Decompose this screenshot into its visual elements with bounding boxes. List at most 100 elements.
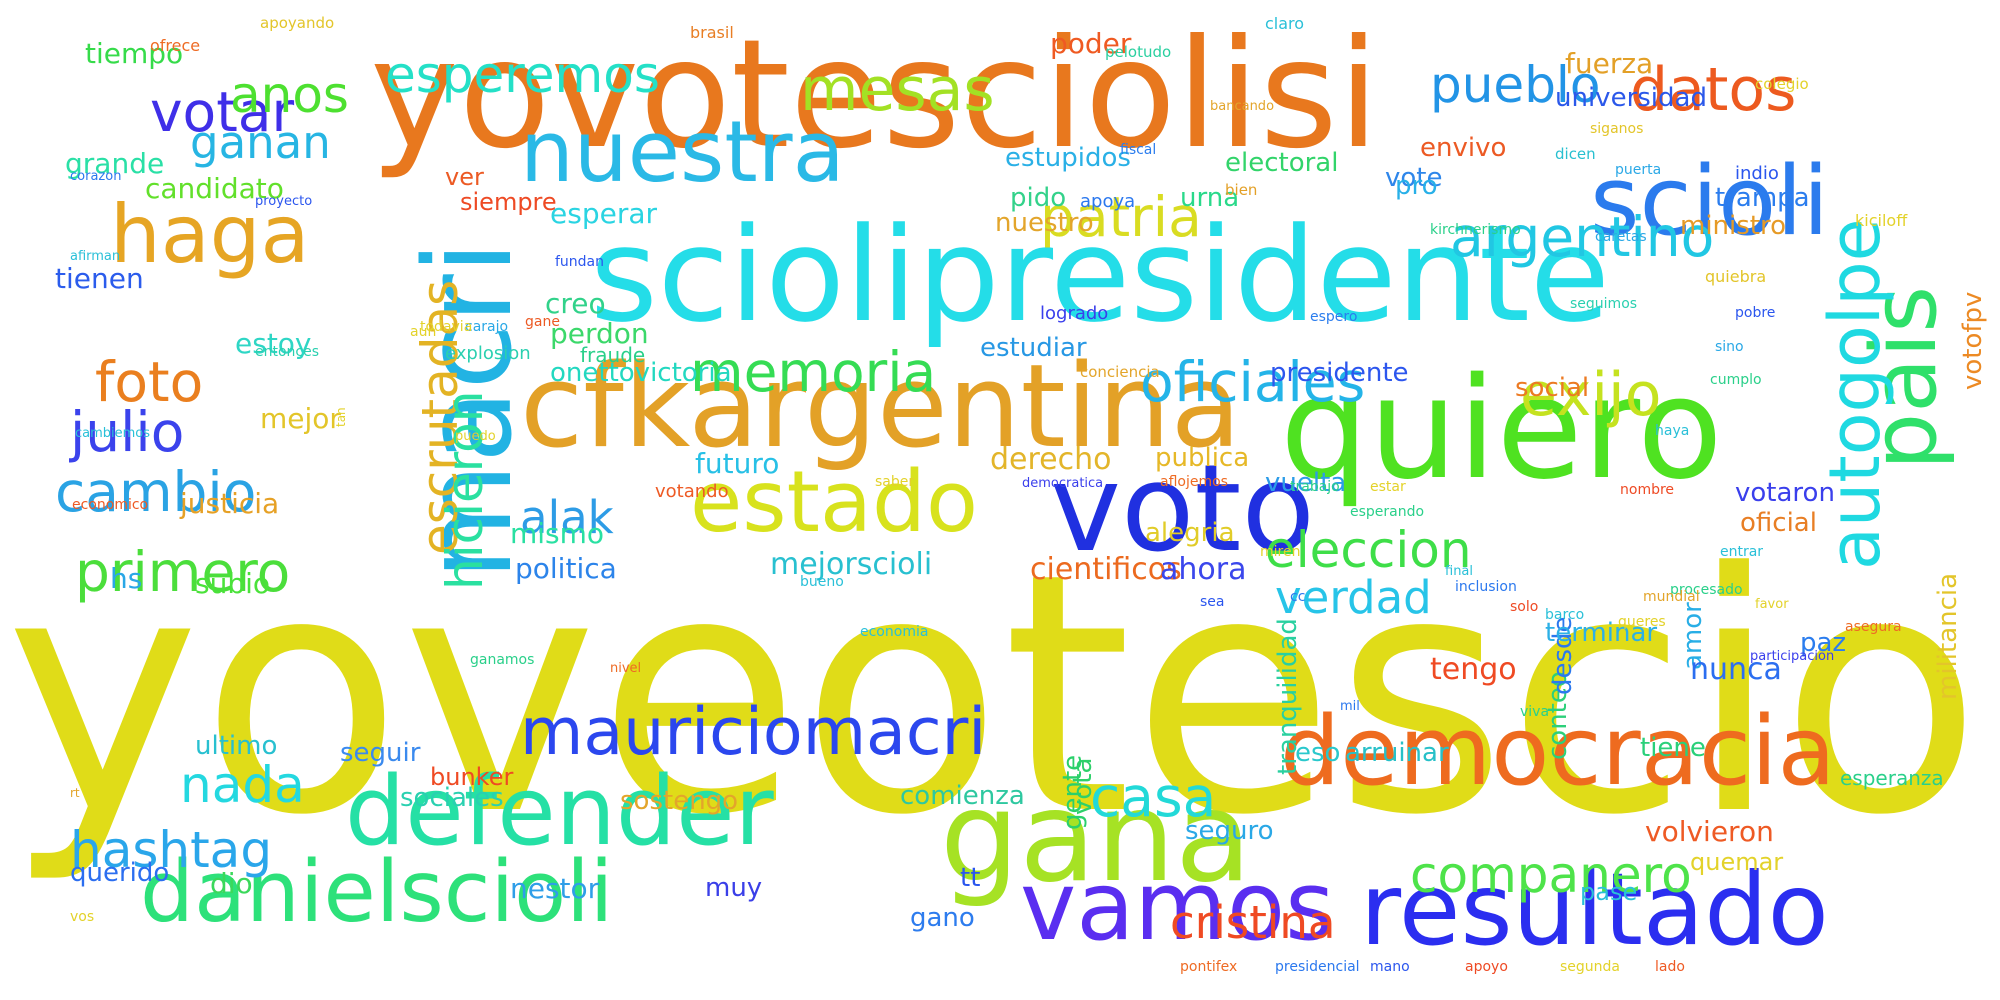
word-eleccion: eleccion: [1265, 521, 1472, 579]
word-dio: dio: [210, 867, 253, 900]
word-fiscal: fiscal: [1120, 142, 1157, 158]
word-bunker: bunker: [430, 763, 514, 791]
word-favor: favor: [1755, 597, 1789, 612]
word-colegio: colegio: [1755, 75, 1809, 93]
word-gano: gano: [910, 903, 975, 933]
word-cambiemos: cambiemos: [75, 426, 151, 441]
word-argentino: argentino: [1450, 205, 1715, 269]
word-patria: patria: [1040, 185, 1202, 249]
word-corazon: corazon: [70, 169, 122, 184]
word-gente: gente: [1058, 754, 1088, 830]
word-urna: urna: [1180, 183, 1240, 213]
word-vos: vos: [70, 909, 95, 925]
word-cientificos: cientificos: [1030, 552, 1182, 587]
word-solo: solo: [1510, 599, 1539, 615]
word-politica: politica: [515, 552, 617, 585]
word-volvieron: volvieron: [1645, 815, 1774, 848]
word-esperemos: esperemos: [385, 46, 660, 104]
word-mundial: mundial: [1643, 589, 1700, 605]
word-esperando: esperando: [1350, 504, 1425, 520]
word-apoya: apoya: [1080, 191, 1136, 212]
word-kiciloff: kiciloff: [1855, 211, 1908, 230]
word-publica: publica: [1155, 443, 1250, 473]
word-estudiar: estudiar: [980, 333, 1087, 363]
word-trabajo: trabajo: [1290, 479, 1340, 495]
word-votaron: votaron: [1735, 478, 1835, 508]
word-democratica: democratica: [1022, 476, 1104, 491]
word-autogolpe: autogolpe: [1814, 218, 1896, 570]
word-mil: mil: [1340, 699, 1360, 714]
word-derecho: derecho: [990, 442, 1112, 477]
word-exijo: exijo: [1520, 360, 1662, 430]
word-democracia: democracia: [1280, 697, 1836, 807]
word-fraude: fraude: [580, 343, 646, 367]
word-electoral: electoral: [1225, 148, 1339, 178]
word-estupidos: estupidos: [1005, 143, 1131, 173]
word-mejor: mejor: [260, 402, 341, 435]
word-memoria: memoria: [690, 340, 937, 404]
word-pase: pase: [1580, 878, 1638, 906]
word-vuelta: vuelta: [1265, 468, 1347, 498]
word-nuestro: nuestro: [995, 208, 1094, 238]
word-social: social: [1515, 373, 1590, 403]
word-futuro: futuro: [695, 447, 780, 480]
word-gane: gane: [525, 314, 560, 330]
word-tan: tan: [334, 407, 348, 427]
word-estado: estado: [690, 453, 978, 552]
word-oficiales: oficiales: [1140, 350, 1366, 414]
word-esperanza: esperanza: [1840, 766, 1944, 790]
word-verdad: verdad: [1275, 571, 1432, 624]
word-estar: estar: [1370, 479, 1406, 495]
word-explosion: explosion: [445, 343, 531, 364]
word-sino: sino: [1715, 339, 1744, 355]
word-mesas: mesas: [800, 55, 995, 125]
word-seguimos: seguimos: [1570, 296, 1638, 312]
word-casa: casa: [1090, 765, 1217, 829]
word-proyecto: proyecto: [255, 194, 313, 209]
word-pueblo: pueblo: [1430, 56, 1601, 114]
word-hashtag: hashtag: [70, 821, 273, 879]
word-vote: vote: [1385, 163, 1443, 193]
word-indio: indio: [1735, 163, 1779, 184]
word-nivel: nivel: [610, 661, 642, 676]
word-vamos: vamos: [1020, 852, 1335, 962]
word-pobre: pobre: [1735, 305, 1776, 321]
word-tengo: tengo: [1430, 652, 1517, 687]
word-viva: viva: [1520, 704, 1550, 720]
word-ver: ver: [445, 163, 484, 191]
word-cumplo: cumplo: [1710, 372, 1762, 388]
word-tiempo: tiempo: [85, 37, 184, 70]
word-gana: gana: [940, 765, 1252, 910]
word-economia: economia: [860, 624, 929, 640]
word-esperar: esperar: [550, 197, 657, 230]
word-conciencia: conciencia: [1080, 363, 1160, 381]
word-estoy: estoy: [235, 327, 312, 360]
word-militancia: militancia: [1933, 572, 1963, 700]
word-inclusion: inclusion: [1455, 579, 1517, 595]
word-mano: mano: [1370, 959, 1410, 975]
word-sea: sea: [1200, 594, 1225, 610]
word-yovotesciolisi: yovotesciolisi: [370, 8, 1380, 182]
word-segunda: segunda: [1560, 959, 1621, 975]
word-mauriciomacri: mauriciomacri: [520, 695, 987, 770]
word-haya: haya: [1655, 423, 1690, 439]
word-danielscioli: danielscioli: [140, 843, 614, 942]
word-carajo: carajo: [465, 319, 509, 335]
word-lado: lado: [1655, 959, 1685, 975]
word-siempre: siempre: [460, 188, 557, 216]
word-voto: voto: [1050, 440, 1315, 579]
word-companero: companero: [1410, 846, 1692, 904]
word-pelotudo: pelotudo: [1105, 43, 1172, 61]
word-bancando: bancando: [1210, 99, 1275, 114]
word-sociales: sociales: [400, 783, 504, 813]
word-bueno: bueno: [800, 574, 844, 590]
word-oficial: oficial: [1740, 508, 1817, 538]
word-ministro: ministro: [1680, 211, 1787, 241]
word-pido: pido: [1010, 183, 1067, 213]
word-sostengo: sostengo: [620, 786, 739, 816]
word-defender: defender: [345, 757, 774, 867]
word-rt: rt: [70, 786, 80, 800]
word-brasil: brasil: [690, 23, 734, 42]
word-nombre: nombre: [1620, 482, 1675, 498]
